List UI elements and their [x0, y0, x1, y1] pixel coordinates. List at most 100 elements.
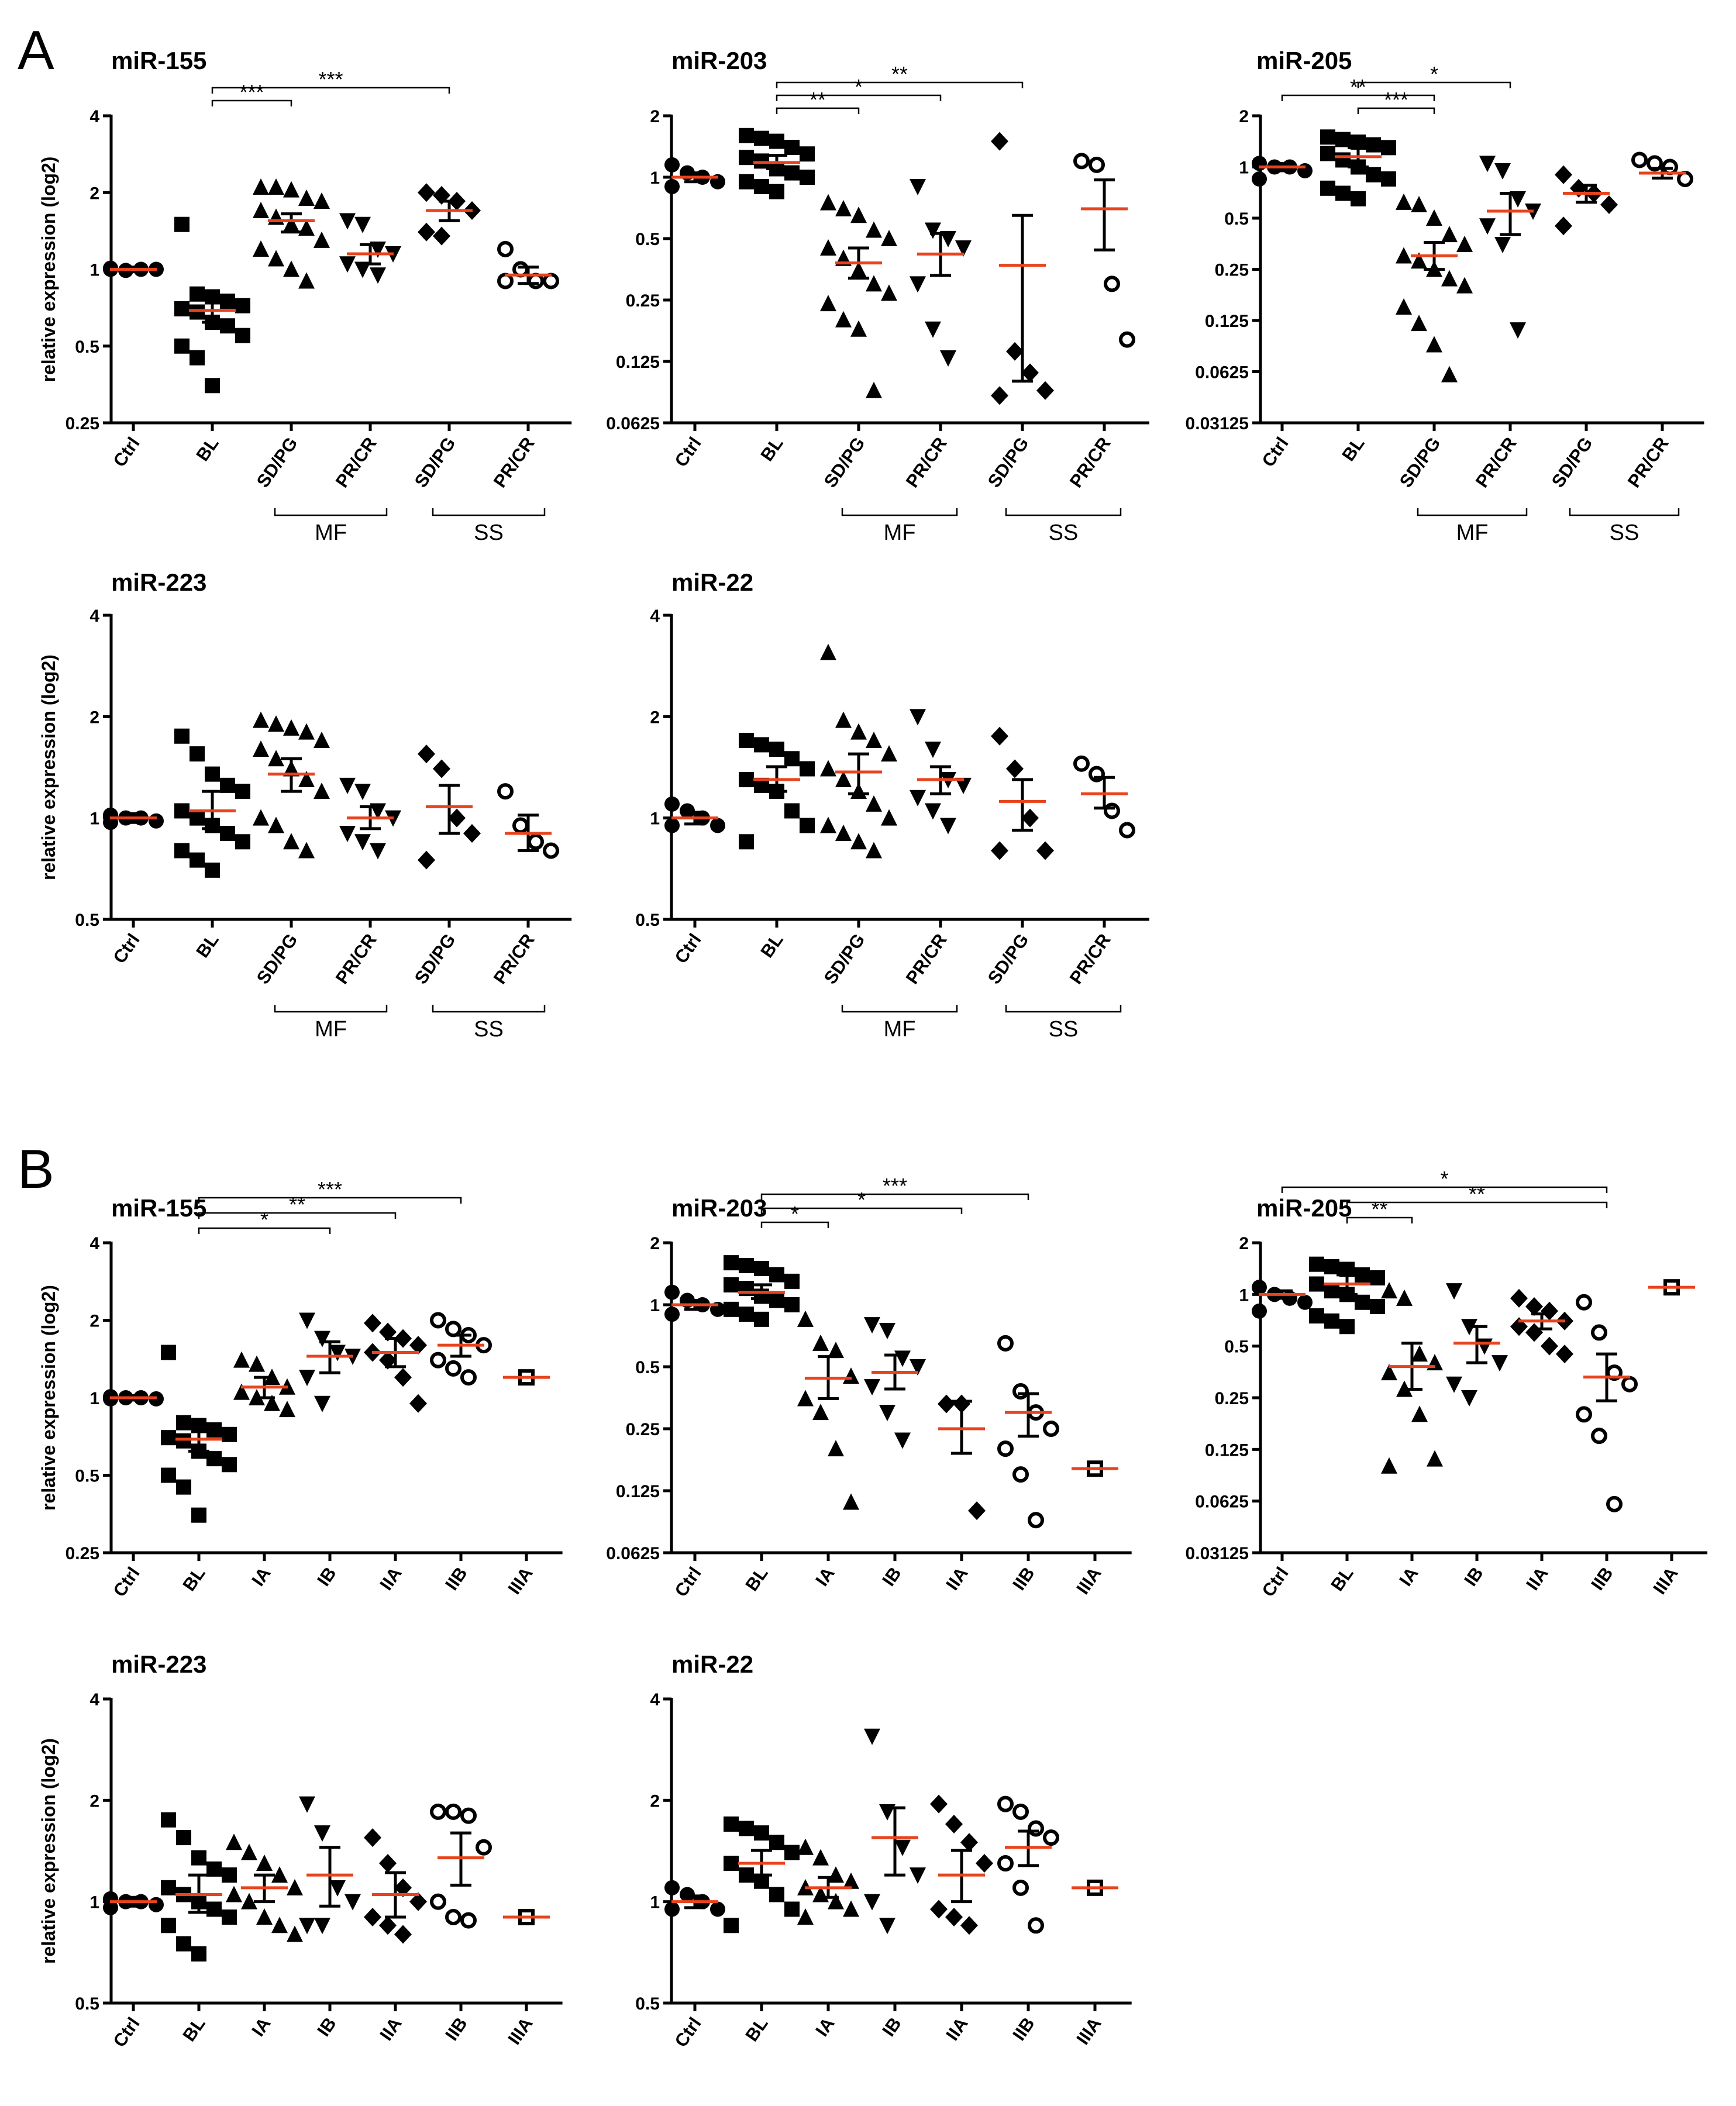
data-point-circle-open — [460, 1912, 477, 1929]
x-tick-label: PR/CR — [1472, 433, 1521, 491]
data-point-diamond — [991, 841, 1008, 860]
data-point-diamond — [1006, 342, 1024, 361]
data-point-diamond — [1006, 759, 1024, 778]
x-tick-label: IIIA — [504, 2014, 536, 2049]
series-ctrl — [664, 157, 725, 194]
x-tick-label: IB — [878, 1563, 905, 1590]
data-point-square — [205, 766, 220, 782]
data-point-diamond — [1555, 216, 1572, 236]
data-point-triangle-down — [354, 834, 371, 851]
data-point-triangle — [314, 783, 330, 799]
y-tick-label: 0.03125 — [1186, 1544, 1249, 1563]
data-point-diamond — [394, 1925, 412, 1944]
data-point-triangle — [820, 760, 836, 777]
x-tick-label: IIIA — [1649, 1563, 1682, 1598]
series-iia — [364, 1828, 427, 1944]
y-tick-label: 2 — [650, 107, 660, 126]
data-point-circle — [1297, 163, 1313, 178]
data-point-triangle — [812, 1404, 829, 1421]
chart-b-mir-155: miR-155 0.25 0.5 1 2 4 relative expression (lo… — [38, 1177, 563, 1601]
x-tick-label: BL — [741, 2014, 771, 2045]
data-point-square — [1335, 152, 1351, 168]
data-point-triangle-down — [1494, 163, 1511, 180]
data-point-diamond — [1541, 1301, 1558, 1321]
data-point-square — [1324, 1313, 1339, 1329]
data-point-square — [1320, 146, 1335, 161]
data-point-diamond — [379, 1350, 397, 1370]
data-point-triangle — [298, 272, 315, 289]
series-ctrl — [1252, 1280, 1313, 1319]
group-bracket — [1569, 508, 1680, 516]
data-point-square — [800, 146, 815, 162]
data-point-triangle-down — [955, 777, 972, 794]
y-tick-label: 0.0625 — [606, 414, 660, 433]
group-label: MF — [315, 521, 347, 545]
data-point-square — [800, 818, 815, 833]
data-point-triangle — [866, 221, 882, 238]
data-point-triangle-down — [940, 818, 956, 835]
y-tick-label: 0.03125 — [1186, 414, 1249, 433]
chart-title: miR-155 — [111, 47, 206, 74]
data-point-circle-open — [1104, 802, 1120, 819]
data-point-diamond — [1541, 1336, 1558, 1356]
data-point-square — [769, 1267, 784, 1283]
data-point-square — [174, 338, 190, 354]
data-point-diamond — [379, 1916, 397, 1935]
group-label: MF — [315, 1017, 347, 1042]
data-point-triangle — [287, 1878, 303, 1895]
data-point-triangle-down — [1492, 1355, 1508, 1372]
data-point-square — [739, 772, 754, 788]
x-tick-label: IIIA — [504, 1563, 536, 1598]
data-point-diamond — [991, 726, 1008, 746]
series-pr-cr — [910, 178, 972, 367]
x-tick-label: BL — [192, 930, 222, 961]
significance-label: *** — [318, 1177, 342, 1201]
significance-bracket — [1357, 107, 1435, 114]
data-point-triangle — [253, 240, 269, 257]
data-point-triangle — [253, 740, 269, 757]
data-point-square — [235, 784, 250, 799]
data-point-diamond — [418, 850, 435, 870]
data-point-diamond — [1556, 1345, 1573, 1364]
x-tick-label: IA — [1395, 1563, 1422, 1590]
significance-bracket — [760, 1221, 829, 1228]
chart-b-mir-205: miR-205 0.03125 0.0625 0.125 0.25 0.5 1 2 Ctrl BL… — [1186, 1167, 1708, 1601]
data-point-diamond — [364, 1828, 381, 1848]
data-point-triangle — [828, 1893, 844, 1909]
data-point-circle-open — [497, 240, 514, 257]
y-tick-label: 0.5 — [635, 911, 660, 930]
data-point-triangle-down — [910, 709, 926, 726]
data-point-square — [724, 1856, 739, 1871]
data-point-triangle — [287, 1925, 303, 1942]
data-point-circle — [149, 1897, 164, 1912]
data-point-square — [205, 378, 220, 394]
series-sd-pg — [820, 643, 897, 859]
data-point-square — [724, 1816, 739, 1832]
data-point-circle-open — [1043, 1829, 1059, 1846]
data-point-circle-open — [997, 1440, 1014, 1457]
data-point-circle-open — [543, 273, 559, 289]
data-point-circle — [664, 178, 680, 194]
y-tick-label: 2 — [650, 1234, 660, 1253]
data-point-diamond — [960, 1833, 978, 1852]
data-point-circle — [664, 1880, 680, 1895]
data-point-circle-open — [1073, 153, 1090, 170]
data-point-triangle — [850, 723, 867, 740]
series-ctrl — [103, 1891, 164, 1915]
y-tick-label: 0.25 — [1215, 1389, 1249, 1408]
data-point-square — [191, 1507, 206, 1523]
data-point-triangle — [797, 1838, 814, 1855]
data-point-triangle — [1411, 195, 1427, 212]
data-point-square — [739, 1821, 754, 1836]
y-tick-label: 2 — [89, 708, 99, 727]
data-point-triangle — [828, 1342, 844, 1359]
data-point-circle — [664, 1307, 680, 1322]
x-tick-label: SD/PG — [253, 433, 302, 491]
data-point-triangle — [241, 1843, 257, 1860]
data-point-triangle-down — [1479, 218, 1496, 235]
data-point-circle-open — [445, 1803, 461, 1820]
data-point-circle-open — [1662, 158, 1678, 175]
data-point-circle-open — [1073, 755, 1090, 772]
series-iib — [997, 1795, 1059, 1934]
